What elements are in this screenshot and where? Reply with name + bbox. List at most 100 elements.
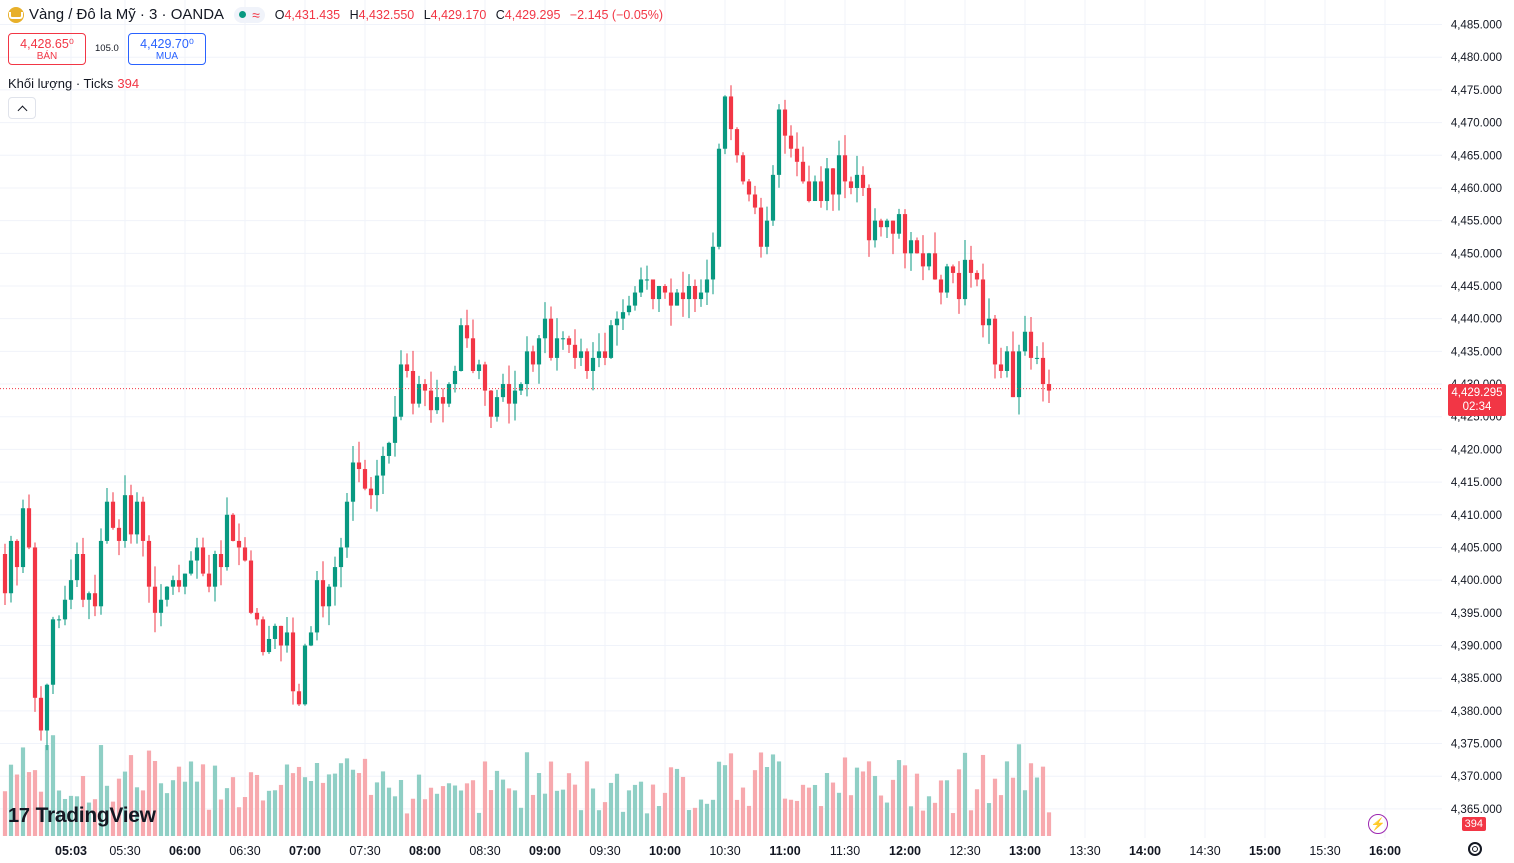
- symbol-title[interactable]: Vàng / Đô la Mỹ · 3 · OANDA: [29, 6, 225, 23]
- candle-body: [32, 547, 38, 698]
- volume-bar: [386, 787, 392, 836]
- candle-body: [140, 501, 146, 541]
- time-tick-label: 07:30: [349, 844, 380, 858]
- candle-body: [1046, 384, 1052, 391]
- candle-body: [290, 632, 296, 692]
- tradingview-logo[interactable]: 17 TradingView: [8, 804, 156, 828]
- volume-bar: [200, 764, 206, 836]
- candle-body: [272, 625, 278, 639]
- spread-value: 105.0: [95, 43, 119, 54]
- buy-label: MUA: [155, 51, 179, 62]
- candle-body: [992, 318, 998, 365]
- volume-bar: [1034, 777, 1040, 836]
- price-tick-label: 4,435.000: [1451, 346, 1502, 358]
- candle-body: [500, 384, 506, 398]
- volume-bar: [854, 767, 860, 836]
- price-tick-label: 4,370.000: [1451, 771, 1502, 783]
- candle-body: [764, 220, 770, 247]
- collapse-legend-button[interactable]: [8, 97, 36, 119]
- candle-body: [572, 344, 578, 358]
- price-axis[interactable]: 4,485.000 4,480.000 4,475.000 4,470.000 4,46…: [1451, 20, 1502, 816]
- volume-bar: [236, 807, 242, 836]
- volume-bar: [980, 754, 986, 836]
- volume-bar: [614, 773, 620, 836]
- candle-body: [884, 220, 890, 228]
- candle-body: [842, 155, 848, 182]
- candle-body: [194, 547, 200, 561]
- candles-pane: [2, 85, 1052, 751]
- volume-bar: [1016, 744, 1022, 836]
- volume-bar: [1028, 763, 1034, 836]
- candle-body: [974, 272, 980, 280]
- candle-body: [374, 475, 380, 496]
- volume-bar: [92, 799, 98, 836]
- volume-bar: [428, 787, 434, 836]
- volume-bar: [704, 803, 710, 836]
- volume-legend[interactable]: Khối lượng · Ticks 394: [8, 76, 139, 91]
- volume-bar: [20, 747, 26, 836]
- sell-price: 4,428.65⁰: [20, 37, 74, 51]
- candle-body: [734, 129, 740, 156]
- candle-body: [164, 586, 170, 600]
- candle-body: [446, 384, 452, 404]
- volume-bar: [242, 797, 248, 836]
- time-tick-label: 13:30: [1069, 844, 1100, 858]
- candle-body: [866, 187, 872, 241]
- price-tick-label: 4,410.000: [1451, 510, 1502, 522]
- volume-bar: [962, 752, 968, 836]
- close-value: 4,429.295: [504, 7, 561, 22]
- volume-bar: [812, 784, 818, 836]
- volume-bar: [194, 781, 200, 836]
- volume-bar: [530, 794, 536, 836]
- candle-body: [44, 684, 50, 731]
- lightning-icon[interactable]: ⚡: [1368, 814, 1388, 834]
- candle-body: [494, 397, 500, 417]
- candle-body: [824, 168, 830, 202]
- candle-body: [338, 547, 344, 568]
- market-status[interactable]: ≈: [234, 6, 265, 23]
- volume-bar: [572, 784, 578, 836]
- candle-body: [986, 318, 992, 326]
- settings-gear-icon[interactable]: [1468, 842, 1482, 856]
- volume-bar: [554, 790, 560, 836]
- price-tick-label: 4,460.000: [1451, 183, 1502, 195]
- candle-body: [950, 266, 956, 273]
- candle-body: [644, 279, 650, 281]
- volume-bar: [1022, 790, 1028, 836]
- candle-body: [788, 135, 794, 149]
- sell-label: BÁN: [36, 51, 58, 62]
- sell-button[interactable]: 4,428.65⁰ BÁN: [8, 33, 86, 65]
- candle-body: [38, 697, 44, 731]
- volume-bar: [632, 784, 638, 836]
- candle-body: [146, 540, 152, 587]
- volume-bar: [890, 779, 896, 836]
- volume-bar: [44, 745, 50, 836]
- buy-button[interactable]: 4,429.70⁰ MUA: [128, 33, 206, 65]
- volume-bar: [692, 807, 698, 836]
- volume-bar: [122, 771, 128, 836]
- volume-bar: [956, 769, 962, 836]
- volume-bar: [80, 775, 86, 836]
- volume-bar: [932, 802, 938, 836]
- volume-bar: [836, 792, 842, 836]
- volume-bar: [128, 755, 134, 836]
- volume-bar: [50, 735, 56, 836]
- volume-bar: [224, 788, 230, 836]
- bar-countdown: 02:34: [1462, 401, 1492, 413]
- candle-body: [704, 279, 710, 293]
- volume-bar: [62, 798, 68, 836]
- candle-body: [482, 364, 488, 391]
- volume-bar: [458, 790, 464, 836]
- volume-bar: [902, 765, 908, 836]
- candle-body: [968, 259, 974, 273]
- volume-bar: [1004, 761, 1010, 836]
- candle-body: [890, 220, 896, 234]
- volume-bar: [140, 790, 146, 836]
- ohlc-values: O4,431.435 H4,432.550 L4,429.170 C4,429.…: [275, 8, 669, 22]
- volume-bar: [356, 773, 362, 836]
- time-tick-label: 05:03: [55, 844, 87, 858]
- close-label: C: [495, 7, 505, 22]
- candle-body: [1040, 357, 1046, 385]
- time-axis[interactable]: 03:3005:0305:3006:0006:3007:0007:3008:00…: [0, 844, 1401, 858]
